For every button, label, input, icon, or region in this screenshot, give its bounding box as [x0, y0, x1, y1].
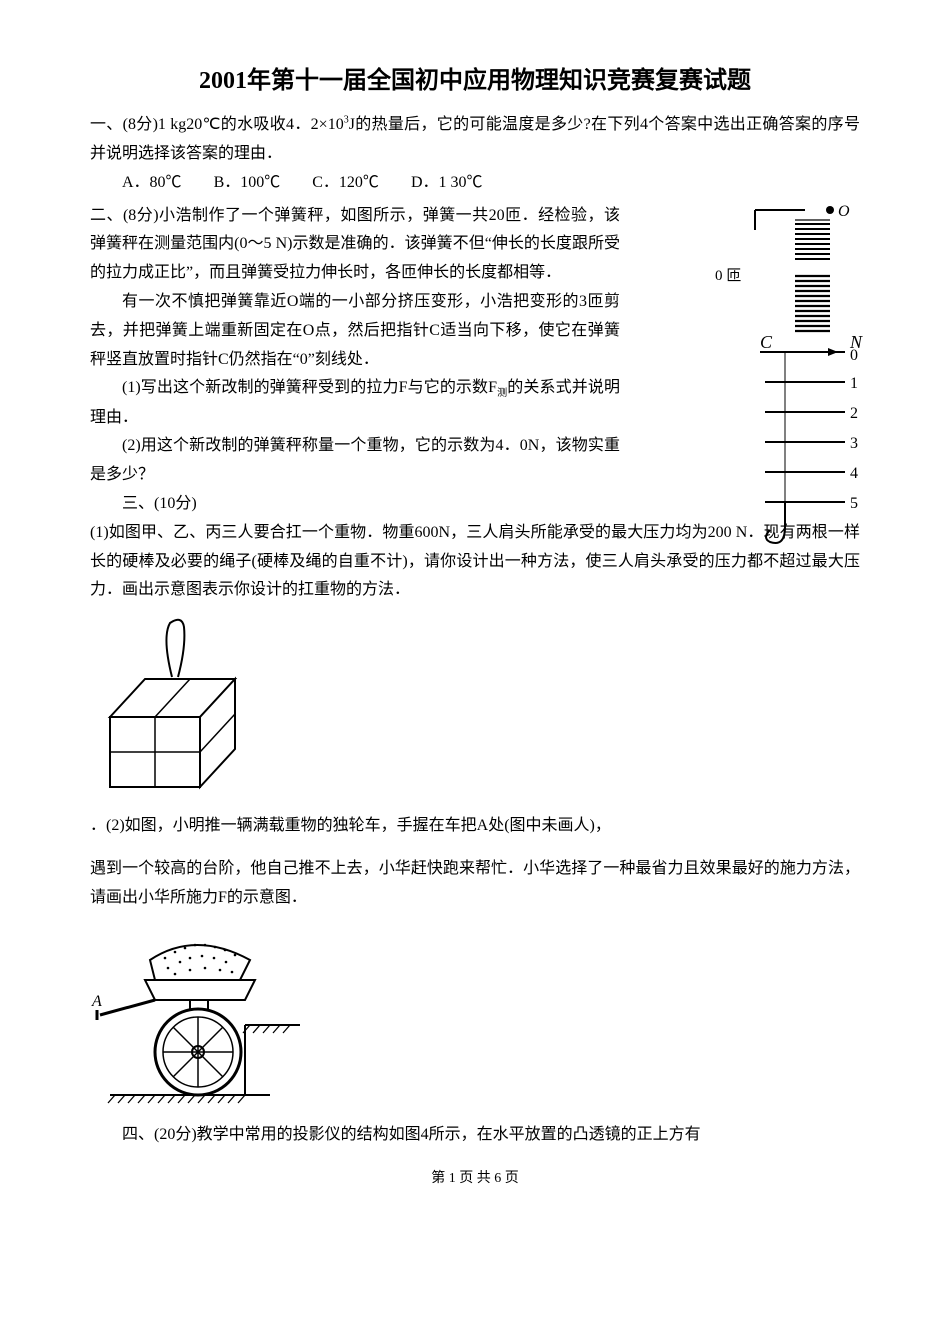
spring-upper [795, 220, 830, 259]
q2-p3: (1)写出这个新改制的弹簧秤受到的拉力F与它的示数F测的关系式并说明理由． [90, 374, 620, 432]
question-1: 一、(8分)1 kg20℃的水吸收4．2×103J的热量后，它的可能温度是多少?… [90, 111, 860, 169]
q1-opt-d: D．1 30℃ [411, 174, 483, 191]
spring-tick-5: 5 [850, 495, 858, 512]
q2-p4: (2)用这个新改制的弹簧秤称量一个重物，它的示数为4．0N，该物实重是多少？ [90, 432, 620, 490]
wheelbarrow-diagram: A [90, 920, 860, 1121]
q1-opt-b: B．100℃ [214, 174, 281, 191]
question-2: 二、(8分)小浩制作了一个弹簧秤，如图所示，弹簧一共20匝．经检验，该弹簧秤在测… [90, 202, 860, 519]
box-svg [90, 617, 270, 797]
q2-p1: 二、(8分)小浩制作了一个弹簧秤，如图所示，弹簧一共20匝．经检验，该弹簧秤在测… [90, 202, 620, 288]
q1-options: A．80℃ B．100℃ C．120℃ D．1 30℃ [90, 169, 860, 198]
q2-p2: 有一次不慎把弹簧靠近O端的一小部分挤压变形，小浩把变形的3匝剪去，并把弹簧上端重… [90, 288, 620, 374]
page-footer: 第 1 页 共 6 页 [90, 1166, 860, 1191]
q1-opt-a: A．80℃ [122, 174, 182, 191]
spring-svg: O 0 匝 [710, 202, 880, 562]
spring-tick-1: 1 [850, 375, 858, 392]
q2-p3a: (1)写出这个新改制的弹簧秤受到的拉力F与它的示数F [122, 379, 497, 396]
spring-diagram: O 0 匝 [710, 202, 880, 562]
spring-label-c: C [760, 332, 773, 352]
box-diagram [90, 617, 860, 808]
spring-tick-0: 0 [850, 347, 858, 364]
spring-tick-2: 2 [850, 405, 858, 422]
spring-label-mid: 0 匝 [715, 268, 741, 284]
q1-opt-c: C．120℃ [312, 174, 379, 191]
q3-p2: ．(2)如图，小明推一辆满载重物的独轮车，手握在车把A处(图中未画人)， [90, 812, 860, 841]
page-title: 2001年第十一届全国初中应用物理知识竞赛复赛试题 [90, 60, 860, 103]
q1-prefix: 一、(8分)1 kg20℃的水吸收4．2×10 [90, 116, 344, 133]
wheelbarrow-svg: A [90, 920, 310, 1110]
spring-tick-3: 3 [850, 435, 858, 452]
spring-tick-4: 4 [850, 465, 858, 482]
q3-head: 三、(10分) [90, 490, 620, 519]
q2-p3-sub: 测 [497, 389, 507, 400]
spring-lower [795, 276, 830, 331]
wheelbarrow-label-a: A [91, 993, 102, 1010]
question-4: 四、(20分)教学中常用的投影仪的结构如图4所示，在水平放置的凸透镜的正上方有 [90, 1121, 860, 1150]
q3-p3: 遇到一个较高的台阶，他自己推不上去，小华赶快跑来帮忙．小华选择了一种最省力且效果… [90, 855, 860, 913]
spring-label-o: O [838, 203, 850, 220]
